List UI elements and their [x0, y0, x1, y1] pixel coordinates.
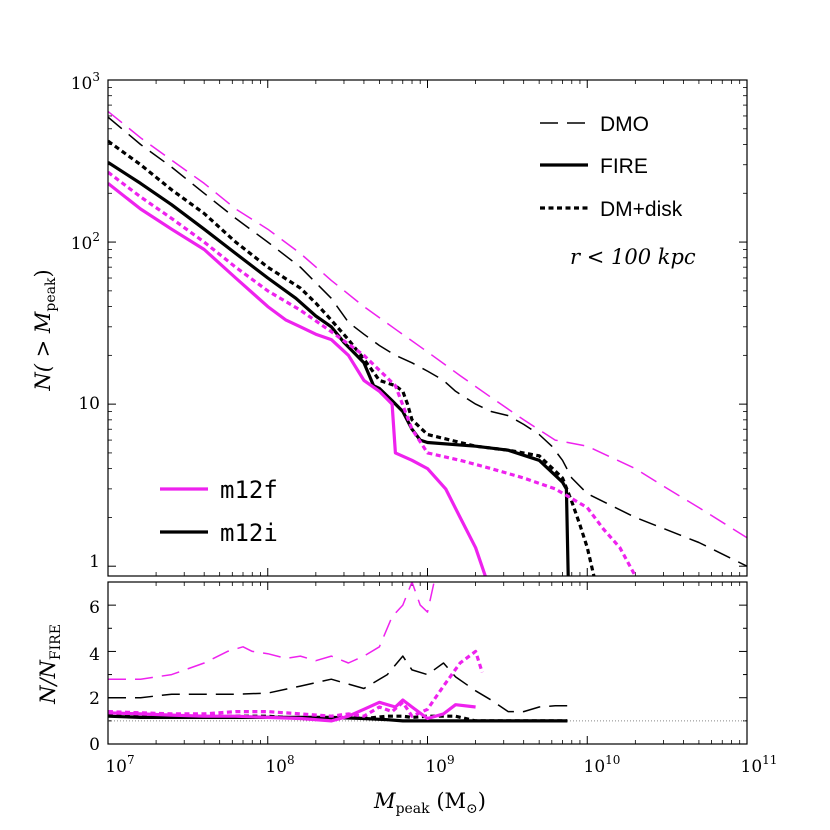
- legend-label-m12f: m12f: [220, 476, 278, 504]
- bottom-y-axis-title: N/NFIRE: [36, 624, 64, 705]
- radius-annotation: r < 100 kpc: [570, 245, 696, 269]
- top-y-axis-title: N( > Mpeak): [31, 269, 59, 391]
- top-major-ticks: [107, 79, 748, 576]
- bottom-series: [108, 582, 568, 723]
- top-ytick-label-1: 1: [89, 552, 100, 572]
- top-series-m12f-dm-disk: [108, 170, 637, 576]
- top-series-m12f-fire: [108, 182, 487, 576]
- x-axis-title: Mpeak (M⊙): [373, 789, 486, 817]
- top-minor-ticks: [108, 80, 747, 576]
- top-series: [108, 110, 747, 576]
- bottom-panel: 0 2 4 6 N/NFIRE 107 108 109 1010 1011 Mp…: [36, 581, 778, 817]
- xtick-label-1e10: 1010: [584, 753, 621, 777]
- top-ytick-label-1000: 103: [71, 70, 100, 94]
- halo-legend: m12f m12i: [160, 476, 278, 547]
- bottom-plot-frame: [107, 581, 748, 745]
- top-series-m12i-dm-disk: [108, 139, 596, 576]
- bottom-ytick-label-2: 2: [89, 689, 100, 709]
- bottom-series-m12i-dm-disk-ratio: [108, 712, 568, 723]
- top-ytick-label-100: 102: [71, 230, 100, 254]
- legend-label-m12i: m12i: [220, 519, 278, 547]
- top-panel: 1 10 102 103 N( > Mpeak) DMO FIRE DM+dis…: [31, 70, 748, 577]
- top-plot-frame: [107, 79, 748, 577]
- bottom-ytick-label-4: 4: [89, 645, 100, 665]
- xtick-label-1e11: 1011: [741, 753, 778, 777]
- top-series-m12f-dmo: [108, 110, 747, 539]
- bottom-series-m12f-dm-disk-ratio: [108, 649, 484, 718]
- bottom-minor-ticks: [108, 581, 747, 744]
- top-series-m12i-fire: [108, 161, 570, 576]
- top-series-m12i-dmo: [108, 116, 747, 567]
- legend-label-fire: FIRE: [600, 155, 648, 178]
- bottom-series-m12f-fire-ratio: [108, 698, 476, 723]
- top-ytick-label-10: 10: [78, 394, 100, 414]
- bottom-ytick-label-0: 0: [89, 735, 100, 755]
- legend-label-dmdisk: DM+disk: [600, 198, 683, 221]
- bottom-ytick-label-6: 6: [89, 598, 100, 618]
- style-legend: DMO FIRE DM+disk: [540, 113, 683, 221]
- bottom-series-m12f-dmo-ratio: [108, 582, 435, 680]
- legend-label-dmo: DMO: [600, 113, 649, 136]
- xtick-label-1e8: 108: [265, 753, 294, 777]
- xtick-label-1e7: 107: [105, 753, 134, 777]
- bottom-series-m12i-dmo-ratio: [108, 655, 568, 713]
- xtick-label-1e9: 109: [425, 753, 454, 777]
